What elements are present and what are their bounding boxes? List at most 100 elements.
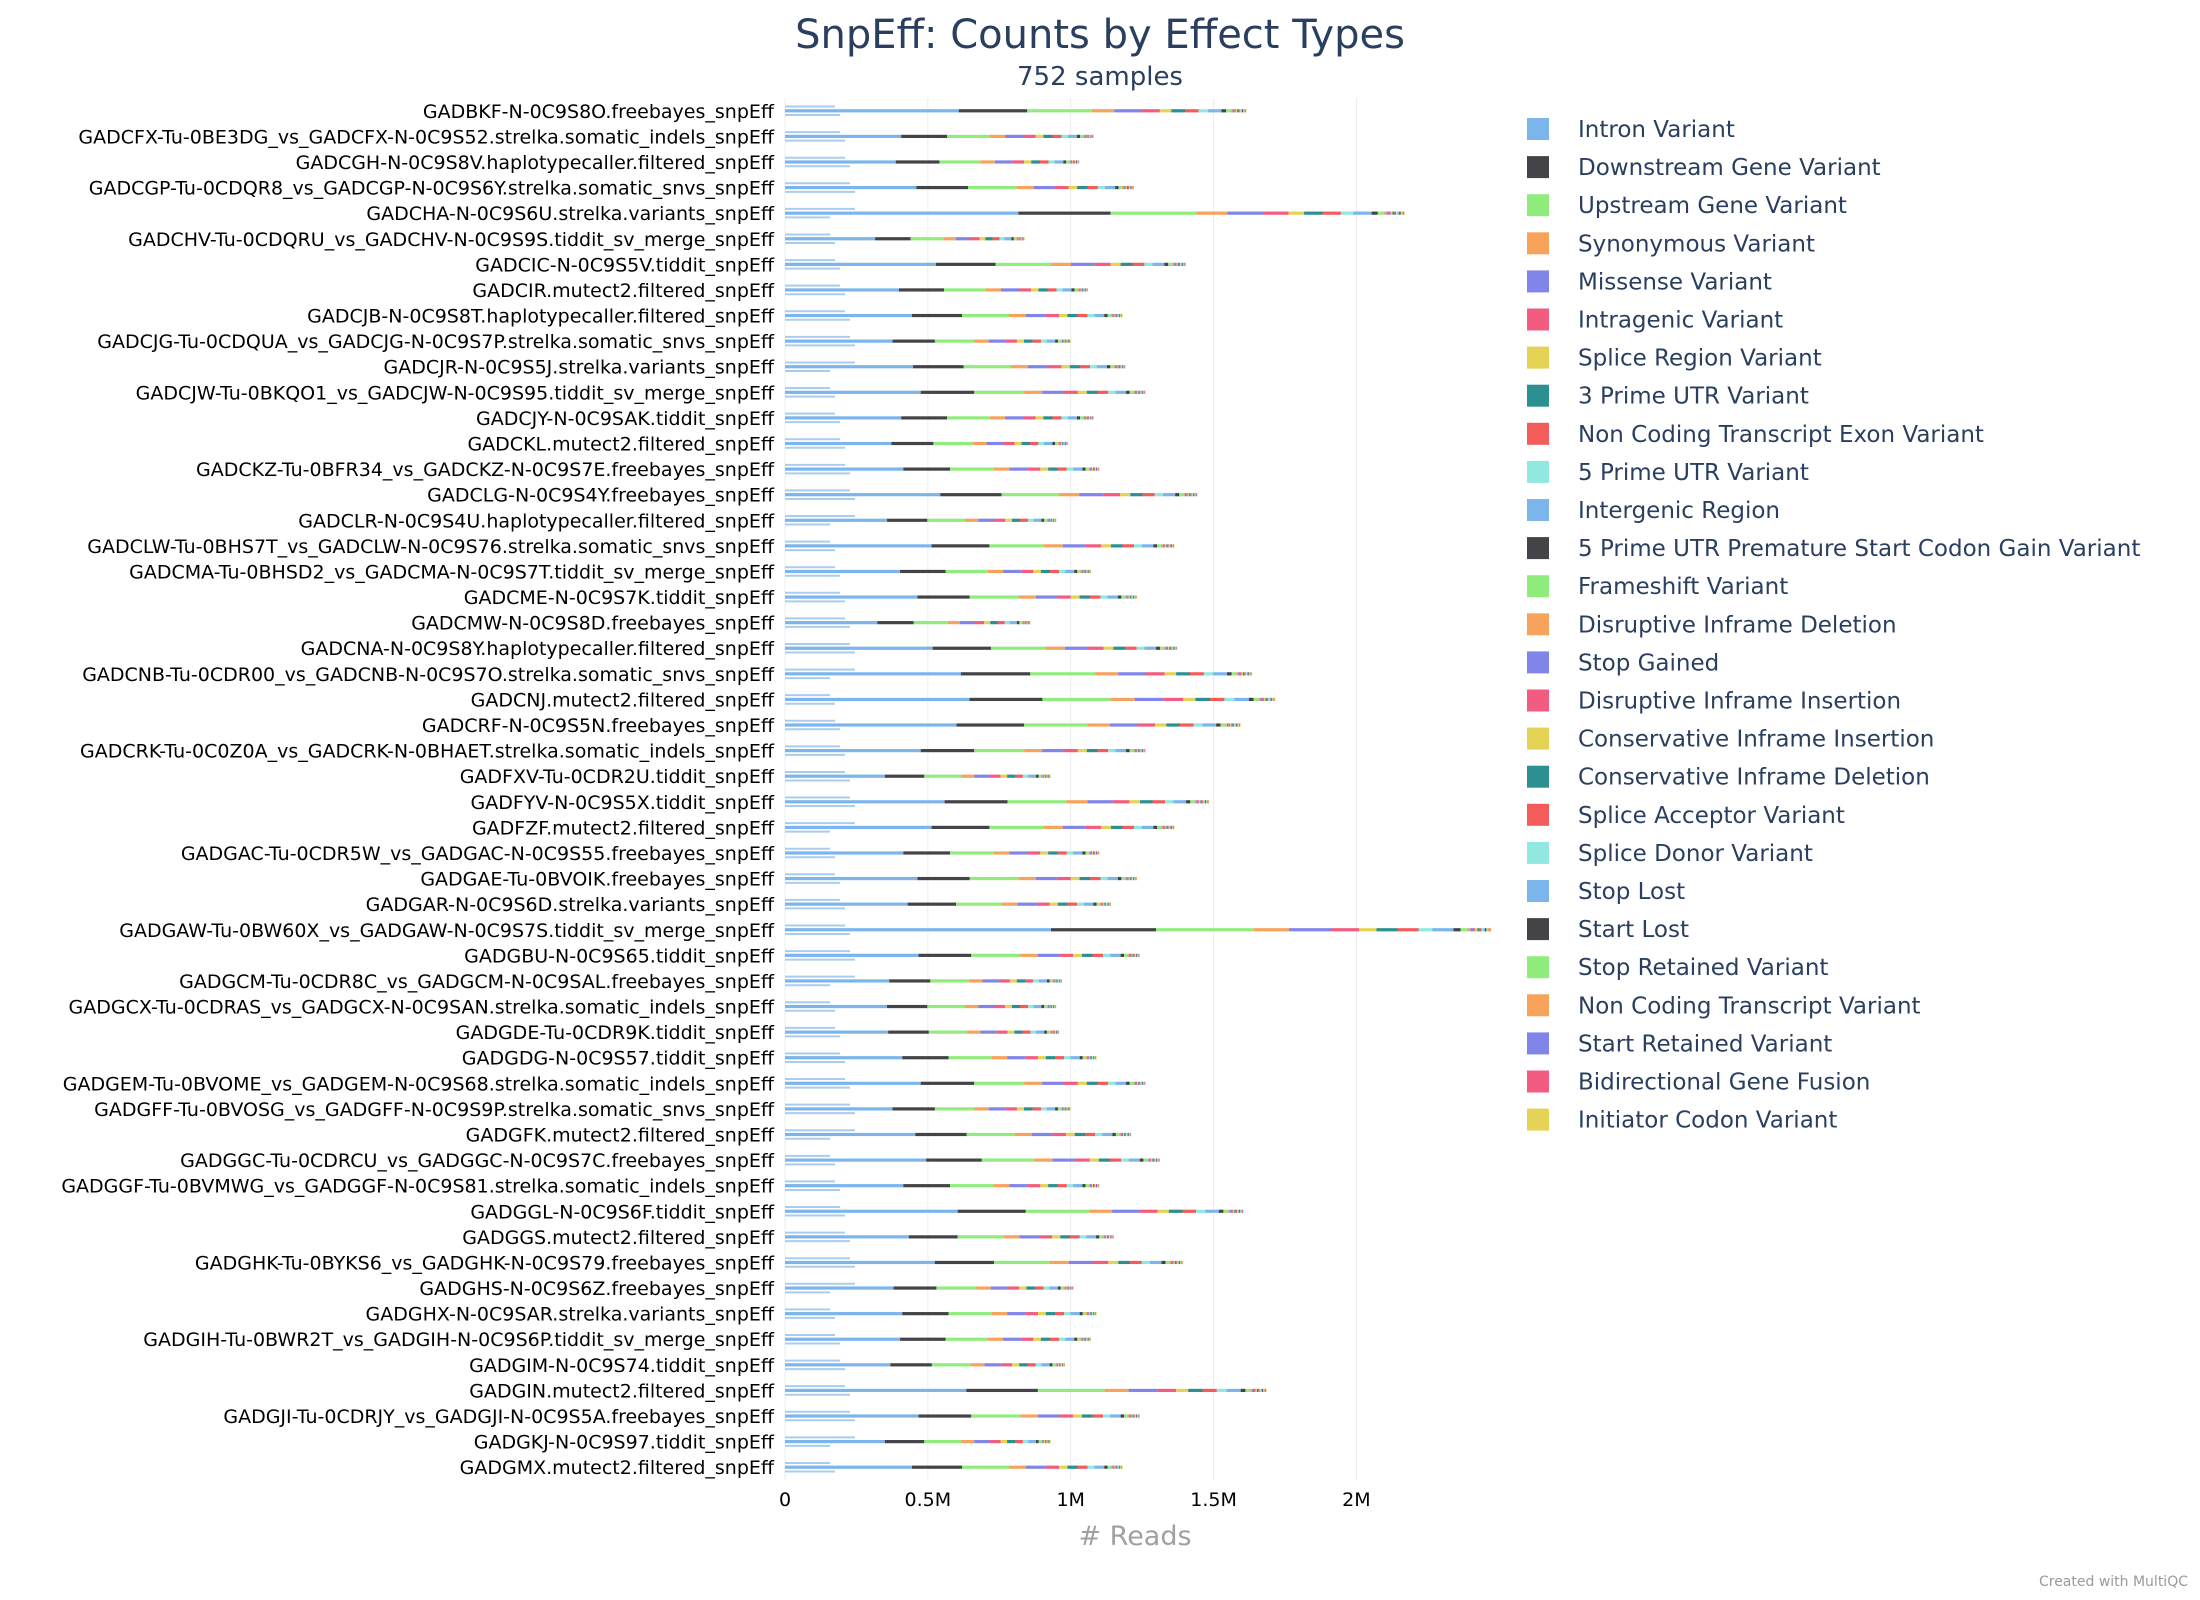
legend-item-18[interactable]: Splice Acceptor Variant — [1527, 803, 1845, 829]
bar-segment — [1082, 851, 1086, 855]
bar-segment — [1052, 518, 1054, 522]
legend-item-1[interactable]: Downstream Gene Variant — [1527, 155, 1881, 181]
legend-item-4[interactable]: Missense Variant — [1527, 269, 1772, 295]
bar-segment — [1088, 1056, 1090, 1060]
bar-segment — [1153, 825, 1158, 829]
bar-segment — [1170, 544, 1172, 548]
bar-segment — [1045, 1056, 1055, 1060]
legend-item-25[interactable]: Bidirectional Gene Fusion — [1527, 1070, 1870, 1096]
bar-segment — [1049, 1363, 1053, 1367]
bar-segment — [1089, 569, 1090, 574]
bar-segment — [1124, 1414, 1128, 1418]
legend-label: Synonymous Variant — [1578, 231, 1815, 257]
bar-segment — [1048, 1184, 1058, 1188]
bar-segment — [1172, 646, 1174, 650]
bar-segment — [1107, 595, 1118, 599]
legend-item-11[interactable]: 5 Prime UTR Premature Start Codon Gain V… — [1527, 536, 2140, 562]
legend-item-6[interactable]: Splice Region Variant — [1527, 346, 1822, 372]
bar-segment — [955, 237, 970, 241]
legend-item-13[interactable]: Disruptive Inframe Deletion — [1527, 612, 1897, 638]
legend-item-24[interactable]: Start Retained Variant — [1527, 1031, 1832, 1057]
legend-item-2[interactable]: Upstream Gene Variant — [1527, 193, 1847, 219]
legend-item-16[interactable]: Conservative Inframe Insertion — [1527, 727, 1934, 753]
bar-segment — [1061, 416, 1068, 420]
legend-item-5[interactable]: Intragenic Variant — [1527, 308, 1783, 334]
bar-segment — [1134, 749, 1137, 753]
bar-segment — [1018, 595, 1036, 599]
bar-segment — [935, 262, 996, 266]
bar-segment — [1133, 390, 1135, 394]
y-label-24: GADCRF-N-0C9S5N.freebayes_snpEff — [422, 715, 775, 737]
legend-swatch — [1527, 1070, 1549, 1093]
bar-segment — [1078, 288, 1080, 292]
legend-item-22[interactable]: Stop Retained Variant — [1527, 955, 1828, 981]
bar-segment — [1107, 1235, 1109, 1239]
bar-segment — [974, 339, 989, 343]
bar-segment — [1150, 1158, 1152, 1162]
bar-segment — [1118, 1260, 1130, 1265]
bar-segment — [1107, 313, 1111, 318]
bar-segment — [1077, 569, 1081, 574]
bar-segment — [901, 134, 948, 138]
legend-item-0[interactable]: Intron Variant — [1527, 117, 1735, 143]
bar-segment — [1056, 1030, 1058, 1034]
legend-item-14[interactable]: Stop Gained — [1527, 650, 1719, 676]
legend-item-26[interactable]: Initiator Codon Variant — [1527, 1108, 1837, 1134]
bar-segment — [1205, 1209, 1219, 1213]
bar-segment — [1045, 646, 1065, 650]
bar-segment — [785, 467, 904, 471]
bar-segment — [1136, 646, 1145, 650]
x-tick-label-4: 2M — [1342, 1489, 1370, 1511]
bar-segment — [1059, 1414, 1074, 1418]
legend-item-15[interactable]: Disruptive Inframe Insertion — [1527, 689, 1901, 715]
bar-segment — [970, 1363, 985, 1367]
bar-segment — [1133, 185, 1134, 190]
bar-segment — [1189, 493, 1191, 497]
legend-item-12[interactable]: Frameshift Variant — [1527, 574, 1788, 600]
bar-segment — [1035, 876, 1057, 881]
legend-item-9[interactable]: 5 Prime UTR Variant — [1527, 460, 1809, 486]
bar-segment — [1004, 237, 1012, 241]
bar-segment — [1176, 1388, 1189, 1393]
bar-segment — [1016, 185, 1034, 190]
bar-segment — [1005, 339, 1017, 343]
bar-segment — [1009, 979, 1017, 983]
bar-segment — [1089, 1337, 1091, 1341]
legend-item-17[interactable]: Conservative Inframe Deletion — [1527, 765, 1930, 791]
legend[interactable]: Intron Variant Downstream Gene Variant Ups… — [1527, 117, 2140, 1134]
bar-segment — [1052, 1004, 1054, 1009]
bar-segment — [1016, 237, 1018, 241]
bar-segment — [1048, 774, 1050, 778]
bar-segment — [1179, 493, 1184, 497]
bar-segment — [1145, 749, 1146, 753]
bar-segment — [1035, 595, 1057, 599]
bar-segment — [1137, 1414, 1138, 1418]
bar-segment — [1047, 1440, 1048, 1444]
legend-item-20[interactable]: Stop Lost — [1527, 879, 1685, 905]
legend-item-21[interactable]: Start Lost — [1527, 917, 1689, 943]
bar-segment — [1054, 518, 1055, 522]
bar-segment — [1112, 1132, 1116, 1137]
bar-segment — [1132, 1414, 1134, 1418]
bar-segment — [893, 1286, 937, 1290]
legend-item-10[interactable]: Intergenic Region — [1527, 498, 1780, 524]
bar-segment — [1164, 262, 1169, 266]
bar-segment — [1136, 390, 1138, 394]
legend-item-19[interactable]: Splice Donor Variant — [1527, 841, 1813, 867]
legend-item-23[interactable]: Non Coding Transcript Variant — [1527, 993, 1921, 1019]
legend-item-8[interactable]: Non Coding Transcript Exon Variant — [1527, 422, 1984, 448]
bar-segment — [1250, 672, 1252, 676]
bar-segment — [1078, 160, 1080, 164]
credit-text: Created with MultiQC — [2039, 1574, 2188, 1590]
bar-segment — [1022, 621, 1024, 625]
bar-segment — [1271, 697, 1273, 702]
bar-segment — [1258, 697, 1261, 702]
bar-segment — [1057, 1363, 1059, 1367]
bar-segment — [1038, 979, 1047, 983]
bar-segment — [1216, 1388, 1227, 1393]
bar-segment — [1121, 1465, 1123, 1469]
bar-segment — [1057, 1030, 1059, 1034]
bar-segment — [1047, 1004, 1050, 1009]
legend-item-3[interactable]: Synonymous Variant — [1527, 231, 1815, 257]
legend-item-7[interactable]: 3 Prime UTR Variant — [1527, 384, 1809, 410]
